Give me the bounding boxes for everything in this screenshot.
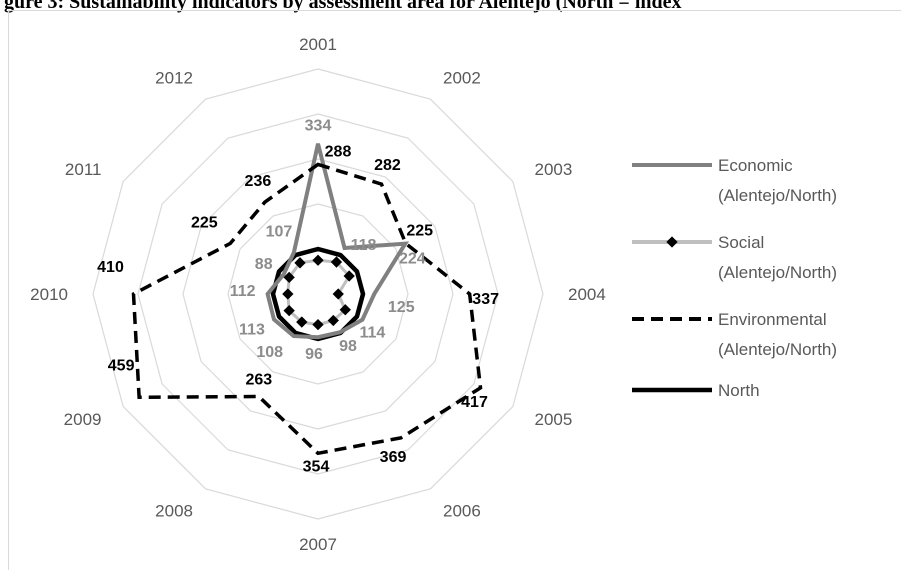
social-marker: [339, 304, 351, 316]
social-marker: [283, 271, 295, 284]
category-label: 2009: [64, 410, 102, 429]
economic-data-label: 88: [255, 256, 273, 273]
legend-diamond: [666, 236, 678, 248]
social-marker: [312, 318, 324, 331]
legend: Economic (Alentejo/North) Social (Alentejo/…: [632, 156, 837, 400]
social-marker: [330, 256, 343, 268]
environmental-data-label: 288: [325, 143, 352, 160]
category-label: 2005: [535, 410, 573, 429]
category-label: 2012: [155, 68, 193, 87]
environmental-data-label: 282: [374, 157, 401, 174]
legend-label: Environmental: [718, 310, 827, 329]
social-marker: [282, 288, 294, 300]
category-label: 2011: [65, 160, 102, 179]
social-marker: [332, 288, 344, 300]
economic-data-label: 114: [360, 325, 386, 342]
economic-data-label: 98: [339, 338, 357, 355]
category-label: 2003: [535, 160, 573, 179]
series-economic-line: [265, 143, 410, 340]
legend-label: Economic: [718, 156, 793, 175]
chart-frame: [8, 10, 901, 570]
environmental-data-label: 225: [406, 222, 433, 239]
grid-ring: [137, 113, 499, 475]
legend-item: North: [632, 381, 760, 400]
social-marker: [296, 316, 308, 328]
data-labels: 288 282 225 337 417 369 354 263 459 410 225 236 334 1…: [97, 118, 499, 476]
economic-data-label: 112: [230, 283, 256, 300]
grid-ring: [92, 68, 544, 520]
legend-item: Social (Alentejo/North): [632, 233, 837, 282]
category-label: 2001: [299, 35, 337, 54]
category-label: 2002: [443, 68, 481, 87]
social-marker: [327, 314, 339, 327]
radar-grid: [92, 68, 544, 520]
economic-data-label: 108: [256, 344, 283, 361]
social-marker: [283, 304, 295, 317]
environmental-data-label: 354: [303, 458, 330, 475]
chart-title: gure 3: Sustainability indicators by ass…: [4, 0, 682, 13]
category-label: 2006: [443, 502, 481, 521]
environmental-data-label: 417: [461, 394, 488, 411]
category-labels: 2001 2002 2003 2004 2005 2006 2007 2008 2009 2010…: [30, 35, 606, 554]
environmental-data-label: 369: [380, 449, 407, 466]
economic-data-label: 118: [351, 237, 377, 254]
economic-data-label: 107: [266, 223, 293, 240]
economic-data-label: 224: [399, 251, 426, 268]
legend-label: (Alentejo/North): [718, 340, 837, 359]
grid-ring: [227, 203, 409, 385]
economic-data-label: 125: [388, 299, 415, 316]
series-layer: [131, 143, 483, 456]
category-label: 2008: [155, 502, 193, 521]
social-marker: [294, 257, 306, 269]
grid-ring: [182, 158, 454, 430]
series-environmental-line: [131, 162, 483, 456]
category-label: 2010: [30, 285, 68, 304]
legend-label: Social: [718, 233, 764, 252]
legend-item: Economic (Alentejo/North): [632, 156, 837, 205]
economic-data-label: 96: [305, 346, 323, 363]
environmental-data-label: 263: [245, 371, 272, 388]
environmental-data-label: 225: [191, 214, 218, 231]
category-label: 2004: [568, 285, 606, 304]
environmental-data-label: 410: [97, 259, 124, 276]
economic-data-label: 113: [239, 321, 265, 338]
environmental-data-label: 337: [472, 291, 499, 308]
legend-label: North: [718, 381, 760, 400]
category-label: 2007: [299, 535, 337, 554]
legend-label: (Alentejo/North): [718, 186, 837, 205]
economic-data-label: 334: [305, 118, 332, 135]
social-marker: [343, 270, 355, 282]
environmental-data-label: 459: [108, 357, 135, 374]
legend-item: Environmental (Alentejo/North): [632, 310, 837, 359]
social-marker: [312, 254, 324, 266]
environmental-data-label: 236: [245, 173, 272, 190]
legend-label: (Alentejo/North): [718, 263, 837, 282]
